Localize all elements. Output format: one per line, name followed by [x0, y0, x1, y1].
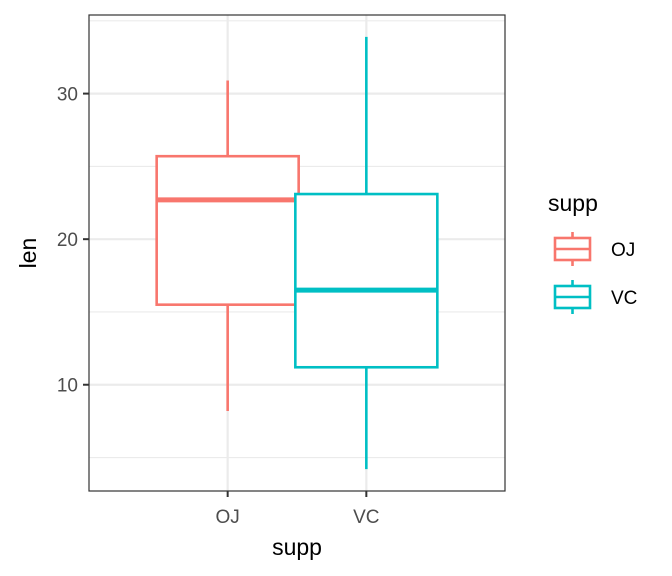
iqr-box	[294, 192, 439, 369]
legend: supp OJ VC	[548, 190, 637, 314]
panel-border	[88, 14, 506, 492]
legend-label: OJ	[611, 240, 635, 261]
y-axis-title: len	[15, 238, 41, 269]
plot-panel	[88, 14, 506, 492]
y-tick-label: 30	[57, 85, 78, 106]
x-axis-title: supp	[272, 534, 322, 560]
axis-ticks: 10 20 30 OJ VC	[57, 85, 380, 528]
y-tick-label: 10	[57, 376, 78, 397]
iqr-box	[155, 154, 300, 306]
box-vc	[294, 36, 439, 470]
legend-key-oj	[553, 232, 592, 266]
x-tick-label: OJ	[216, 507, 240, 528]
x-tick-label: VC	[353, 507, 379, 528]
legend-key-vc	[553, 280, 592, 314]
y-tick-label: 20	[57, 230, 78, 251]
legend-title: supp	[548, 190, 598, 216]
legend-label: VC	[611, 288, 637, 309]
